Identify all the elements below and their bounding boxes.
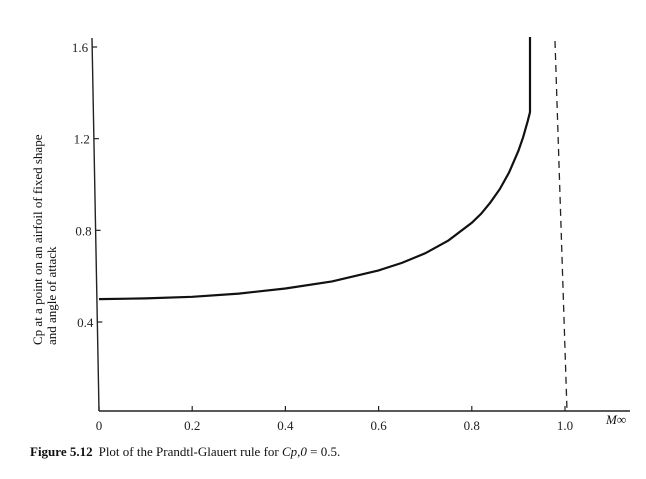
x-tick-label: 1.0 [557,418,573,433]
x-ticks: 0 0.2 0.4 0.6 0.8 1.0 [96,406,573,433]
x-tick-label: 0.6 [370,418,387,433]
y-axis-label-line1: Cp at a point on an airfoil of fixed sha… [30,134,45,345]
y-tick-label: 0.8 [75,223,91,238]
x-axis-label: M∞ [605,412,626,427]
figure-caption: Figure 5.12 Plot of the Prandtl-Glauert r… [30,444,630,460]
x-tick-label: 0 [96,418,103,433]
y-axis-label-line2: and angle of attack [44,246,59,345]
y-tick-label: 1.6 [72,40,89,55]
y-tick-label: 1.2 [74,132,90,147]
x-tick-label: 0.8 [464,418,480,433]
y-axis [91,37,100,412]
y-ticks: 0.4 0.8 1.2 1.6 [72,40,103,330]
series-line-cp [98,37,532,301]
prandtl-glauert-chart: 0 0.2 0.4 0.6 0.8 1.0 0.4 0.8 1.2 1.6 M∞ Cp at a… [30,37,630,433]
asymptote-dashed-line [554,40,568,412]
caption-text-prefix: Plot of the Prandtl-Glauert rule for [98,444,282,459]
x-tick-label: 0.4 [277,418,294,433]
figure-number: Figure 5.12 [30,444,93,459]
y-tick-label: 0.4 [77,315,94,330]
caption-text-suffix: = 0.5. [306,444,341,459]
x-tick-label: 0.2 [184,418,200,433]
caption-symbol: Cp,0 [282,444,307,459]
